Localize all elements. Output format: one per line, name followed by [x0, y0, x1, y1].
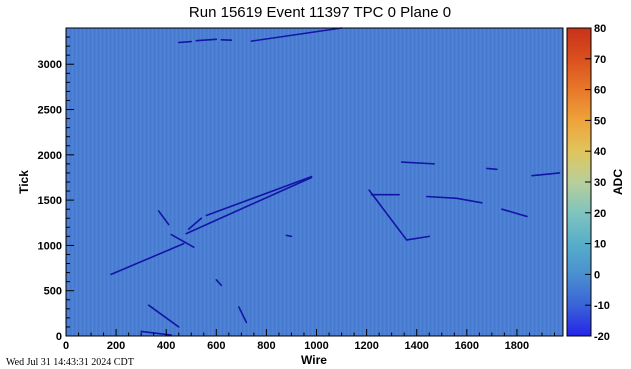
y-tick-label: 1000 — [38, 240, 62, 252]
track-13 — [405, 235, 431, 241]
x-tick-label: 200 — [107, 340, 125, 352]
tracks-layer — [110, 27, 561, 336]
track-6 — [205, 175, 313, 217]
x-tick-label: 1200 — [354, 340, 378, 352]
y-tick-label: 2500 — [38, 105, 62, 117]
x-tick-label: 1400 — [404, 340, 428, 352]
colorbar-ticks: -20 -10 0 10 20 30 40 50 60 70 80 — [585, 23, 610, 343]
colorbar-tick-label: 30 — [594, 177, 606, 189]
track-10 — [238, 306, 248, 324]
track-15 — [425, 195, 458, 200]
track-16 — [455, 197, 483, 204]
track-17 — [486, 167, 498, 171]
track-22 — [195, 38, 218, 42]
track-9 — [215, 279, 223, 287]
x-tick-label: 1000 — [304, 340, 328, 352]
y-axis-title: Tick — [17, 170, 31, 194]
x-axis-title: Wire — [301, 353, 327, 367]
colorbar-tick-label: 80 — [594, 23, 606, 35]
track-18 — [501, 208, 528, 218]
colorbar-tick-label: 40 — [594, 146, 606, 158]
x-tick-label: 800 — [257, 340, 275, 352]
y-tick-label: 3000 — [38, 59, 62, 71]
x-tick-label: 0 — [63, 340, 69, 352]
x-axis: 0 200 400 600 800 1000 1200 1400 1600 1800 — [63, 329, 555, 352]
x-tick-label: 1600 — [455, 340, 479, 352]
track-14 — [400, 161, 436, 165]
colorbar-tick-label: 0 — [594, 269, 600, 281]
heatmap-background — [66, 28, 563, 336]
chart-title: Run 15619 Event 11397 TPC 0 Plane 0 — [189, 4, 451, 21]
x-tick-label: 600 — [207, 340, 225, 352]
colorbar-tick-label: -20 — [594, 331, 610, 343]
colorbar: -20 -10 0 10 20 30 40 50 60 70 80 ADC — [566, 23, 625, 343]
y-tick-label: 500 — [44, 286, 62, 298]
track-4 — [157, 210, 170, 226]
colorbar-tick-label: 70 — [594, 54, 606, 66]
track-20 — [285, 234, 293, 238]
y-tick-label: 1500 — [38, 195, 62, 207]
colorbar-tick-label: 60 — [594, 85, 606, 97]
colorbar-label: ADC — [611, 169, 625, 195]
timestamp: Wed Jul 31 14:43:31 2024 CDT — [6, 357, 134, 368]
colorbar-tick-label: 20 — [594, 208, 606, 220]
track-7 — [147, 304, 180, 328]
plot-area — [65, 27, 564, 337]
track-5 — [187, 217, 203, 230]
y-axis: 0 500 1000 1500 2000 2500 3000 — [38, 27, 74, 343]
y-tick-label: 2000 — [38, 150, 62, 162]
x-tick-label: 400 — [157, 340, 175, 352]
track-2 — [185, 176, 313, 235]
colorbar-tick-label: 10 — [594, 239, 606, 251]
track-3 — [170, 233, 195, 249]
track-24 — [250, 27, 343, 42]
x-tick-label: 1800 — [505, 340, 529, 352]
colorbar-tick-label: 50 — [594, 115, 606, 127]
track-19 — [531, 172, 561, 177]
colorbar-tick-label: -10 — [594, 300, 610, 312]
y-tick-label: 0 — [56, 331, 62, 343]
track-1 — [110, 242, 185, 276]
track-11 — [368, 189, 408, 241]
track-21 — [177, 40, 193, 44]
